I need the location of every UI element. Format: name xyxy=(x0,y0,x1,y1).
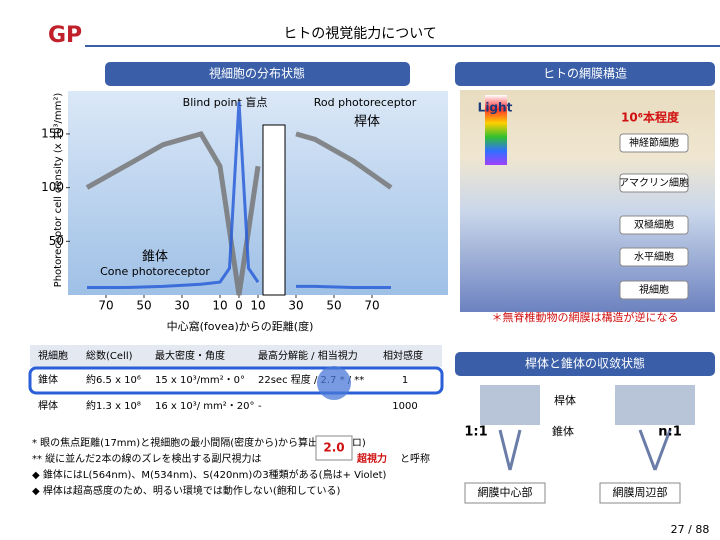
x-tick-label: 30 xyxy=(288,299,303,313)
y-tick-label: 50 xyxy=(49,234,64,248)
layer-label: 双極細胞 xyxy=(634,218,674,231)
ratio: n:1 xyxy=(658,425,682,440)
annotation: Cone photoreceptor xyxy=(100,265,210,278)
label-box xyxy=(548,392,582,410)
y-axis-label: Photoreceptor cell density (x 10³/mm²) xyxy=(53,93,64,288)
table-cell: 1 xyxy=(402,375,408,386)
callout-box xyxy=(315,435,353,461)
x-axis-label: 中心窩(fovea)からの距離(度) xyxy=(167,319,314,333)
page-number: 27 / 88 xyxy=(671,523,710,536)
heading: 桿体と錐体の収敛状態 xyxy=(525,356,645,371)
table-cell: 1000 xyxy=(392,401,417,412)
blind-spot xyxy=(262,124,286,296)
table-header-bg xyxy=(30,345,442,367)
table-header: 最大密度・角度 xyxy=(155,349,225,362)
table-header: 相対感度 xyxy=(383,349,423,362)
x-tick-label: 0 xyxy=(235,299,243,313)
heading: ヒトの網膜構造 xyxy=(543,67,627,81)
slide-title: ヒトの視覚能力について xyxy=(283,26,437,42)
table-cell: 15 x 10³/mm²・0° xyxy=(155,375,245,386)
callout: 2.0 xyxy=(323,441,344,455)
x-tick-label: 10 xyxy=(250,299,265,313)
heading-bar xyxy=(105,62,410,86)
table-cell: - xyxy=(258,401,262,412)
note: ◆ 桿体は超高感度のため、明るい環境では動作しない(飽和している) xyxy=(32,484,340,497)
layer-label: 水平細胞 xyxy=(634,250,674,263)
x-tick-label: 50 xyxy=(326,299,341,313)
layer-label: アマクリン細胞 xyxy=(619,176,689,189)
annotation: Blind point 盲点 xyxy=(183,95,268,109)
logo: GP xyxy=(48,23,82,48)
table-cell: 錐体 xyxy=(38,373,58,386)
plot-area xyxy=(68,91,448,295)
cone-label: 錐体 xyxy=(552,424,574,438)
convergence-diagram xyxy=(480,385,695,471)
y-tick-label: 100 xyxy=(41,180,64,194)
heading-bar xyxy=(455,62,715,86)
note: * 眼の焦点距離(17mm)と視細胞の最小間隔(密度から)から算出(モノクロ) xyxy=(32,436,366,449)
layer-box xyxy=(619,247,689,267)
series-line xyxy=(85,130,393,296)
table-header: 総数(Cell) xyxy=(86,349,133,362)
layer-box xyxy=(619,215,689,235)
table-header: 最高分解能 / 相当視力 xyxy=(258,349,358,362)
center-label: 網膜中心部 xyxy=(478,485,533,499)
table-cell: 約6.5 x 10⁶ xyxy=(86,373,141,386)
note: ◆ 錐体にはL(564nm)、M(534nm)、S(420nm)の3種類がある(… xyxy=(32,468,387,481)
annotation: Rod photoreceptor xyxy=(314,96,417,109)
table-cell: 16 x 10³/ mm²・20° xyxy=(155,401,255,412)
layer-label: 神経節細胞 xyxy=(629,136,679,149)
retina-note: ＊無脊椎動物の網膜は構造が逆になる xyxy=(492,310,679,324)
annotation: 錐体 xyxy=(142,250,168,265)
series-line xyxy=(87,101,391,289)
rod-label: 桿体 xyxy=(554,393,576,407)
table-cell: 桿体 xyxy=(38,399,58,412)
row-highlight xyxy=(28,366,444,395)
y-tick-label: 150 xyxy=(41,126,64,140)
light-label: Light xyxy=(478,101,513,115)
x-tick-label: 50 xyxy=(136,299,151,313)
note-emphasis: 超視力 xyxy=(356,452,387,465)
count-label: 10⁶本程度 xyxy=(621,110,680,125)
note: ** 縦に並んだ2本の線のズレを検出する副尺視力は xyxy=(32,452,262,465)
note: と呼称 xyxy=(400,452,430,465)
heading-bar xyxy=(455,352,715,376)
x-tick-label: 30 xyxy=(174,299,189,313)
x-tick-label: 70 xyxy=(98,299,113,313)
highlight-circle xyxy=(317,366,351,400)
label-box xyxy=(464,482,546,504)
x-tick-label: 10 xyxy=(212,299,227,313)
heading: 視細胞の分布状態 xyxy=(209,66,305,81)
layer-box xyxy=(619,133,689,153)
annotation: 桿体 xyxy=(354,115,380,130)
x-tick-label: 70 xyxy=(364,299,379,313)
layer-box xyxy=(619,280,689,300)
ratio: 1:1 xyxy=(464,425,487,440)
layer-label: 視細胞 xyxy=(639,283,669,296)
table-header: 視細胞 xyxy=(38,349,68,362)
layer-box xyxy=(619,173,689,193)
label-box xyxy=(599,482,681,504)
light-beam xyxy=(485,95,507,165)
table-cell: 約1.3 x 10⁸ xyxy=(86,399,141,412)
periphery-label: 網膜周辺部 xyxy=(613,485,668,499)
